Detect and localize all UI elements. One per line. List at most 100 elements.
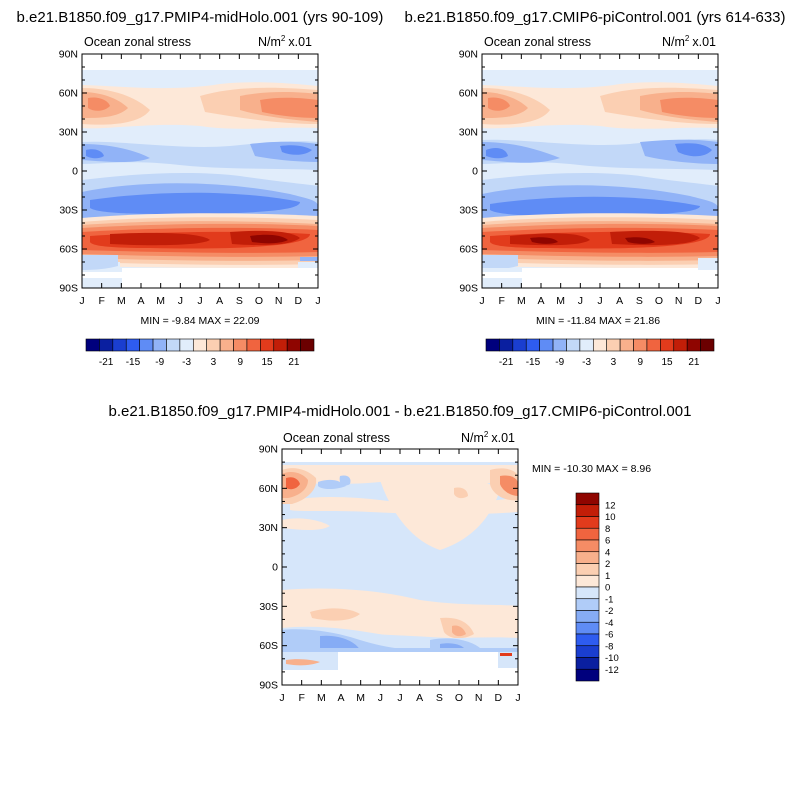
x-tick-label: M (356, 692, 365, 704)
y-tick-label: 30S (259, 601, 278, 613)
colorbar-label: 9 (637, 357, 643, 368)
y-tick-label: 60S (59, 244, 78, 256)
colorbar-swatch (179, 338, 194, 352)
colorbar-label: 8 (605, 524, 610, 535)
colorbar-label: -12 (605, 665, 619, 676)
panel-left-label: Ocean zonal stress (84, 35, 191, 49)
colorbar-swatch (575, 598, 600, 611)
colorbar-swatch (300, 338, 315, 352)
panel-title: b.e21.B1850.f09_g17.PMIP4-midHolo.001 - … (109, 403, 692, 420)
colorbar-swatch (592, 338, 608, 352)
x-tick-label: D (495, 692, 503, 704)
colorbar-swatch (606, 338, 621, 352)
colorbar-label: -3 (582, 357, 591, 368)
colorbar-label: -15 (526, 357, 541, 368)
colorbar-label: -9 (555, 357, 564, 368)
colorbar-swatch (646, 338, 661, 352)
y-tick-label: 0 (72, 166, 78, 178)
y-tick-label: 30S (59, 205, 78, 217)
x-tick-label: J (397, 692, 402, 704)
colorbar-label: -9 (155, 357, 164, 368)
contour-field (482, 54, 718, 288)
colorbar-swatch (575, 668, 600, 682)
x-tick-label: O (655, 295, 663, 307)
colorbar-label: -2 (605, 606, 613, 617)
colorbar-label: 15 (261, 357, 273, 368)
colorbar-swatch (512, 338, 527, 352)
colorbar-label: 0 (605, 583, 610, 594)
stats-label: MIN = -11.84 MAX = 21.86 (536, 315, 660, 327)
panel-title: b.e21.B1850.f09_g17.PMIP4-midHolo.001 (y… (17, 9, 384, 26)
colorbar-swatch (575, 492, 600, 506)
stats-label: MIN = -10.30 MAX = 8.96 (532, 463, 651, 475)
colorbar-label: -6 (605, 630, 613, 641)
colorbar-swatch (85, 338, 100, 352)
colorbar-swatch (575, 527, 600, 541)
colorbar-swatch (192, 338, 208, 352)
x-tick-label: S (236, 295, 243, 307)
x-tick-label: J (315, 295, 320, 307)
y-tick-label: 60N (59, 88, 78, 100)
y-tick-label: 60S (259, 640, 278, 652)
x-tick-label: J (197, 295, 202, 307)
x-tick-label: S (636, 295, 643, 307)
colorbar-swatch (575, 551, 600, 564)
colorbar-swatch (566, 338, 581, 352)
panel-title: b.e21.B1850.f09_g17.CMIP6-piControl.001 … (404, 9, 785, 26)
x-tick-label: D (695, 295, 703, 307)
colorbar-label: 1 (605, 571, 610, 582)
colorbar-swatch (660, 338, 675, 352)
x-tick-label: M (317, 692, 326, 704)
x-tick-label: A (416, 692, 423, 704)
y-tick-label: 60N (259, 483, 278, 495)
x-tick-label: A (537, 295, 544, 307)
y-tick-label: 60N (459, 88, 478, 100)
colorbar-label: -1 (605, 594, 613, 605)
x-tick-label: N (675, 295, 683, 307)
y-tick-label: 60S (459, 244, 478, 256)
colorbar-label: -8 (605, 641, 613, 652)
colorbar-label: 15 (661, 357, 673, 368)
colorbar-swatch (273, 338, 288, 352)
colorbar-swatch (139, 338, 154, 352)
panel-picontrol: b.e21.B1850.f09_g17.CMIP6-piControl.001 … (404, 9, 785, 368)
colorbar-swatch (260, 338, 275, 352)
x-tick-label: F (298, 692, 304, 704)
colorbar-swatch (700, 338, 715, 352)
x-tick-label: N (475, 692, 483, 704)
colorbar-label: -21 (499, 357, 514, 368)
colorbar-label: 21 (688, 357, 700, 368)
y-tick-label: 90N (259, 444, 278, 456)
colorbar-swatch (152, 338, 167, 352)
y-tick-label: 30N (59, 127, 78, 139)
colorbar-swatch (206, 338, 221, 352)
colorbar-label: 10 (605, 512, 616, 523)
y-tick-label: 90S (59, 283, 78, 295)
colorbar-swatch (286, 338, 301, 352)
x-tick-label: O (455, 692, 463, 704)
colorbar-swatch (246, 338, 261, 352)
x-tick-label: O (255, 295, 263, 307)
colorbar-swatch (575, 610, 600, 623)
colorbar-label: -15 (126, 357, 141, 368)
colorbar-label: 6 (605, 536, 610, 547)
colorbar-swatch (233, 338, 248, 352)
y-tick-label: 0 (472, 166, 478, 178)
x-tick-label: J (378, 692, 383, 704)
y-tick-label: 30N (459, 127, 478, 139)
colorbar-swatch (219, 338, 234, 352)
colorbar-swatch (575, 633, 600, 647)
x-tick-label: N (275, 295, 283, 307)
colorbar-swatch (525, 338, 540, 352)
colorbar-label: 4 (605, 547, 610, 558)
x-tick-label: J (178, 295, 183, 307)
colorbar-swatch (112, 338, 127, 352)
colorbar-swatch (686, 338, 701, 352)
panel-difference: b.e21.B1850.f09_g17.PMIP4-midHolo.001 - … (109, 403, 692, 704)
colorbar-label: 2 (605, 559, 610, 570)
colorbar-label: -10 (605, 653, 619, 664)
colorbar-swatch (485, 338, 500, 352)
colorbar-label: 9 (237, 357, 243, 368)
colorbar-swatch (633, 338, 648, 352)
colorbar-swatch (579, 338, 594, 352)
